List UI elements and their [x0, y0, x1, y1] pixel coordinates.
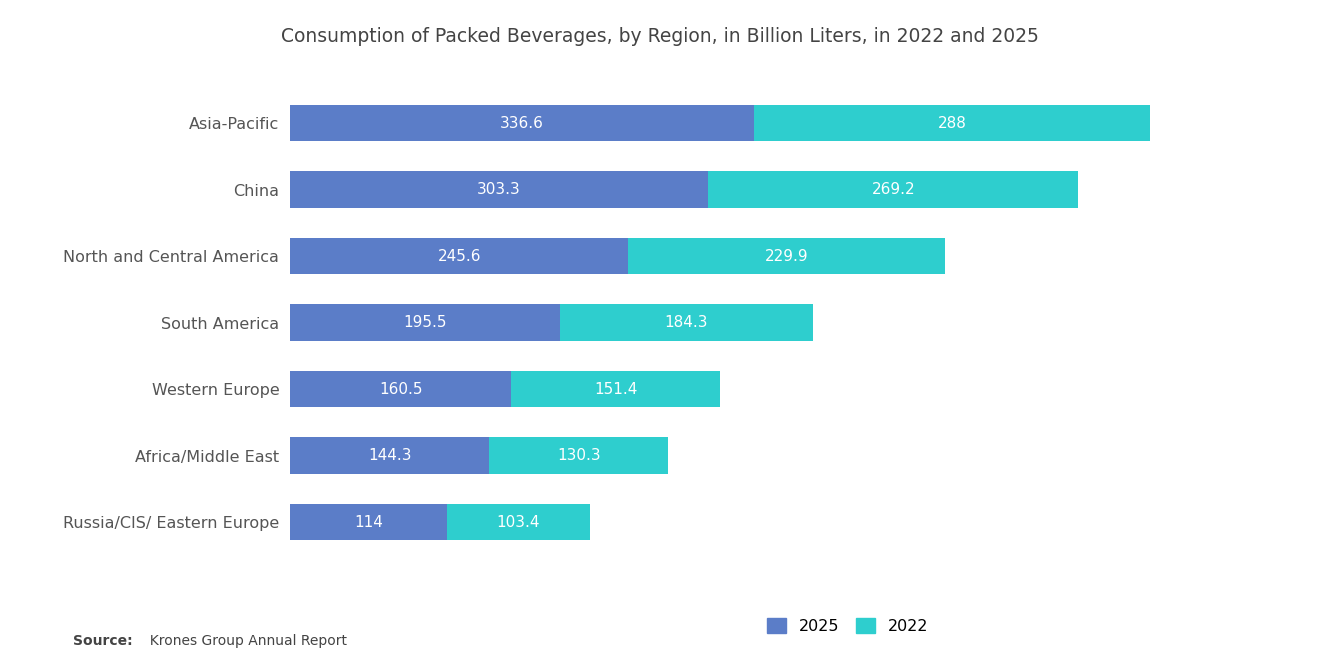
Text: 103.4: 103.4	[496, 515, 540, 529]
Bar	[290, 104, 754, 141]
Bar	[560, 304, 813, 340]
Text: 245.6: 245.6	[438, 249, 482, 263]
Text: 184.3: 184.3	[665, 315, 708, 330]
Text: 269.2: 269.2	[871, 182, 915, 197]
Text: 303.3: 303.3	[478, 182, 521, 197]
Bar	[754, 104, 1150, 141]
Text: 195.5: 195.5	[403, 315, 446, 330]
Bar	[290, 438, 488, 473]
Text: 288: 288	[937, 116, 966, 130]
Bar	[290, 304, 560, 340]
Bar	[447, 504, 590, 540]
Bar	[708, 171, 1078, 207]
Text: 130.3: 130.3	[557, 448, 601, 463]
Legend: 2025, 2022: 2025, 2022	[760, 612, 935, 640]
Bar	[290, 171, 708, 207]
Text: 114: 114	[355, 515, 383, 529]
Text: 336.6: 336.6	[500, 116, 544, 130]
Text: 144.3: 144.3	[368, 448, 412, 463]
Text: Source:: Source:	[73, 634, 132, 648]
Text: 229.9: 229.9	[764, 249, 809, 263]
Bar	[290, 504, 447, 540]
Bar	[511, 370, 719, 407]
Bar	[628, 237, 945, 274]
Text: 160.5: 160.5	[379, 382, 422, 396]
Bar	[290, 370, 511, 407]
Bar	[488, 438, 668, 473]
Text: 151.4: 151.4	[594, 382, 638, 396]
Bar	[290, 237, 628, 274]
Text: Krones Group Annual Report: Krones Group Annual Report	[141, 634, 347, 648]
Text: Consumption of Packed Beverages, by Region, in Billion Liters, in 2022 and 2025: Consumption of Packed Beverages, by Regi…	[281, 27, 1039, 46]
